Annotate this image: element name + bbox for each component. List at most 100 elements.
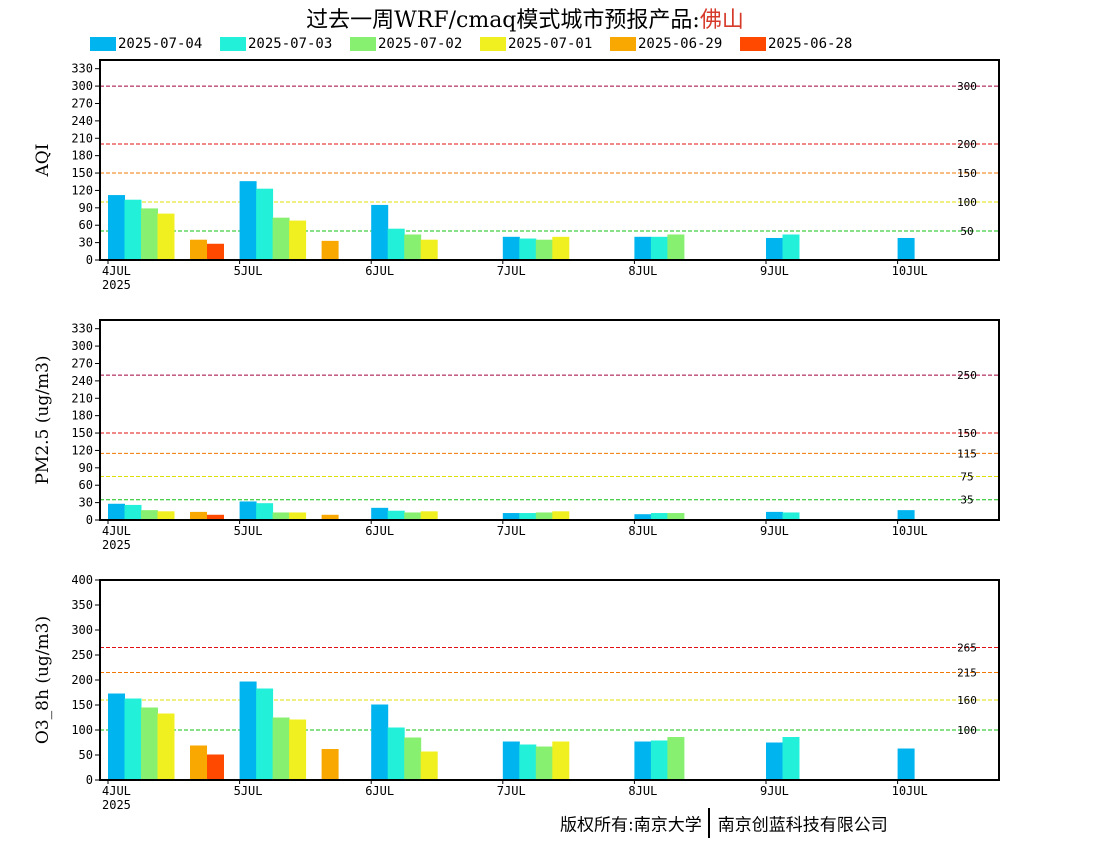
bar-2025-07-03-5JUL — [256, 188, 274, 260]
bar-2025-07-03-4JUL — [124, 199, 142, 260]
bar-2025-07-04-9JUL — [766, 742, 783, 780]
legend-swatch — [610, 37, 636, 51]
x-tick-label: 7JUL — [497, 524, 526, 538]
x-tick-label: 5JUL — [234, 264, 263, 278]
bar-2025-07-02-6JUL — [404, 512, 422, 520]
bar-2025-07-01-6JUL — [420, 511, 438, 520]
y-tick-label: 90 — [79, 461, 93, 475]
threshold-label: 35 — [960, 494, 973, 507]
copyright-left: 版权所有:南京大学 — [560, 815, 702, 836]
y-tick-label: 0 — [86, 513, 93, 527]
y-tick-label: 350 — [71, 598, 93, 612]
x-tick-label: 7JUL — [497, 784, 526, 798]
bar-2025-07-02-5JUL — [272, 217, 290, 260]
x-tick-label: 10JUL — [892, 784, 928, 798]
bar-2025-07-01-7JUL — [552, 236, 570, 260]
bar-2025-06-29-4JUL — [190, 745, 207, 780]
x-year-label: 2025 — [102, 278, 131, 292]
legend-label: 2025-07-02 — [378, 36, 463, 52]
y-tick-label: 180 — [71, 409, 93, 423]
bar-2025-07-03-7JUL — [519, 513, 537, 520]
y-tick-label: 240 — [71, 374, 93, 388]
bar-2025-07-03-9JUL — [782, 234, 800, 260]
bar-2025-07-04-4JUL — [108, 195, 125, 260]
bar-2025-07-04-9JUL — [766, 237, 783, 260]
y-tick-label: 210 — [71, 391, 93, 405]
panel-1: 250 150 115 75 35 0 30 60 90 120 150 180 210 240 270 30… — [33, 319, 1000, 552]
bar-2025-07-02-4JUL — [141, 707, 158, 780]
threshold-label: 100 — [957, 196, 977, 209]
bar-2025-07-01-5JUL — [289, 719, 307, 780]
bar-2025-07-02-5JUL — [272, 717, 290, 780]
bar-2025-06-29-4JUL — [190, 511, 207, 520]
bar-2025-06-28-4JUL — [207, 243, 224, 260]
x-tick-label: 10JUL — [892, 264, 928, 278]
x-tick-label: 6JUL — [365, 524, 394, 538]
y-tick-label: 300 — [71, 79, 93, 93]
bar-2025-07-03-6JUL — [387, 510, 405, 520]
legend-label: 2025-06-29 — [638, 36, 723, 52]
x-tick-label: 8JUL — [628, 784, 657, 798]
legend-label: 2025-06-28 — [768, 36, 853, 52]
bar-2025-07-02-8JUL — [667, 513, 685, 520]
y-axis-label: AQI — [33, 144, 53, 178]
x-tick-label: 4JUL — [102, 524, 131, 538]
plot-frame — [99, 59, 1000, 261]
bar-2025-07-03-6JUL — [387, 228, 405, 260]
y-tick-label: 180 — [71, 149, 93, 163]
bar-2025-07-01-4JUL — [157, 213, 175, 260]
bar-2025-07-02-7JUL — [535, 512, 553, 520]
bar-2025-07-01-6JUL — [420, 239, 438, 260]
y-tick-label: 210 — [71, 131, 93, 145]
x-tick-label: 8JUL — [628, 524, 657, 538]
panel-2: 265 215 160 100 0 50 100 150 200 250 300 350 400 4JUL… — [33, 573, 1000, 812]
bar-2025-06-28-4JUL — [207, 514, 224, 520]
copyright-footer: 版权所有:南京大学 南京创蓝科技有限公司 — [560, 808, 888, 840]
bar-2025-07-04-5JUL — [239, 681, 257, 780]
bar-2025-07-04-10JUL — [897, 237, 915, 260]
title-prefix: 过去一周WRF/cmaq模式城市预报产品: — [306, 8, 700, 33]
y-tick-label: 0 — [86, 773, 93, 787]
bar-2025-07-04-7JUL — [502, 513, 520, 520]
y-tick-label: 270 — [71, 356, 93, 370]
y-tick-label: 330 — [71, 322, 93, 336]
y-tick-label: 300 — [71, 623, 93, 637]
footer-divider — [707, 808, 710, 838]
y-tick-label: 120 — [71, 443, 93, 457]
x-year-label: 2025 — [102, 538, 131, 552]
x-tick-label: 4JUL — [102, 784, 131, 798]
x-tick-label: 9JUL — [760, 784, 789, 798]
bar-2025-07-02-5JUL — [272, 512, 290, 520]
y-tick-label: 400 — [71, 573, 93, 587]
threshold-label: 150 — [957, 427, 977, 440]
x-tick-label: 9JUL — [760, 524, 789, 538]
legend-swatch — [480, 37, 506, 51]
bar-2025-07-03-6JUL — [387, 727, 405, 780]
bar-2025-06-29-4JUL — [190, 239, 207, 260]
chart-title: 过去一周WRF/cmaq模式城市预报产品:佛山 — [0, 2, 1050, 34]
bar-2025-07-03-5JUL — [256, 503, 274, 520]
y-tick-label: 90 — [79, 201, 93, 215]
legend-swatch — [90, 37, 116, 51]
threshold-label: 215 — [957, 667, 977, 680]
bar-2025-07-02-6JUL — [404, 737, 422, 780]
x-tick-label: 6JUL — [365, 784, 394, 798]
x-tick-label: 5JUL — [234, 784, 263, 798]
x-tick-label: 8JUL — [628, 264, 657, 278]
bar-2025-07-03-8JUL — [650, 740, 668, 780]
legend-swatch — [740, 37, 766, 51]
panel-0: 300 200 150 100 50 0 30 60 90 120 150 180 210 240 270 3… — [33, 59, 1000, 292]
bar-2025-07-04-6JUL — [371, 704, 389, 780]
bar-2025-07-03-4JUL — [124, 504, 142, 520]
bar-2025-06-28-4JUL — [207, 754, 224, 780]
bar-2025-06-29-5JUL — [321, 514, 339, 520]
bar-2025-07-01-6JUL — [420, 751, 438, 780]
y-tick-label: 270 — [71, 96, 93, 110]
bar-2025-07-04-6JUL — [371, 204, 389, 260]
bar-2025-07-03-8JUL — [650, 513, 668, 520]
bar-2025-07-04-7JUL — [502, 236, 520, 260]
y-tick-label: 50 — [79, 748, 93, 762]
bar-2025-07-03-9JUL — [782, 737, 800, 780]
bar-2025-07-01-5JUL — [289, 512, 307, 520]
